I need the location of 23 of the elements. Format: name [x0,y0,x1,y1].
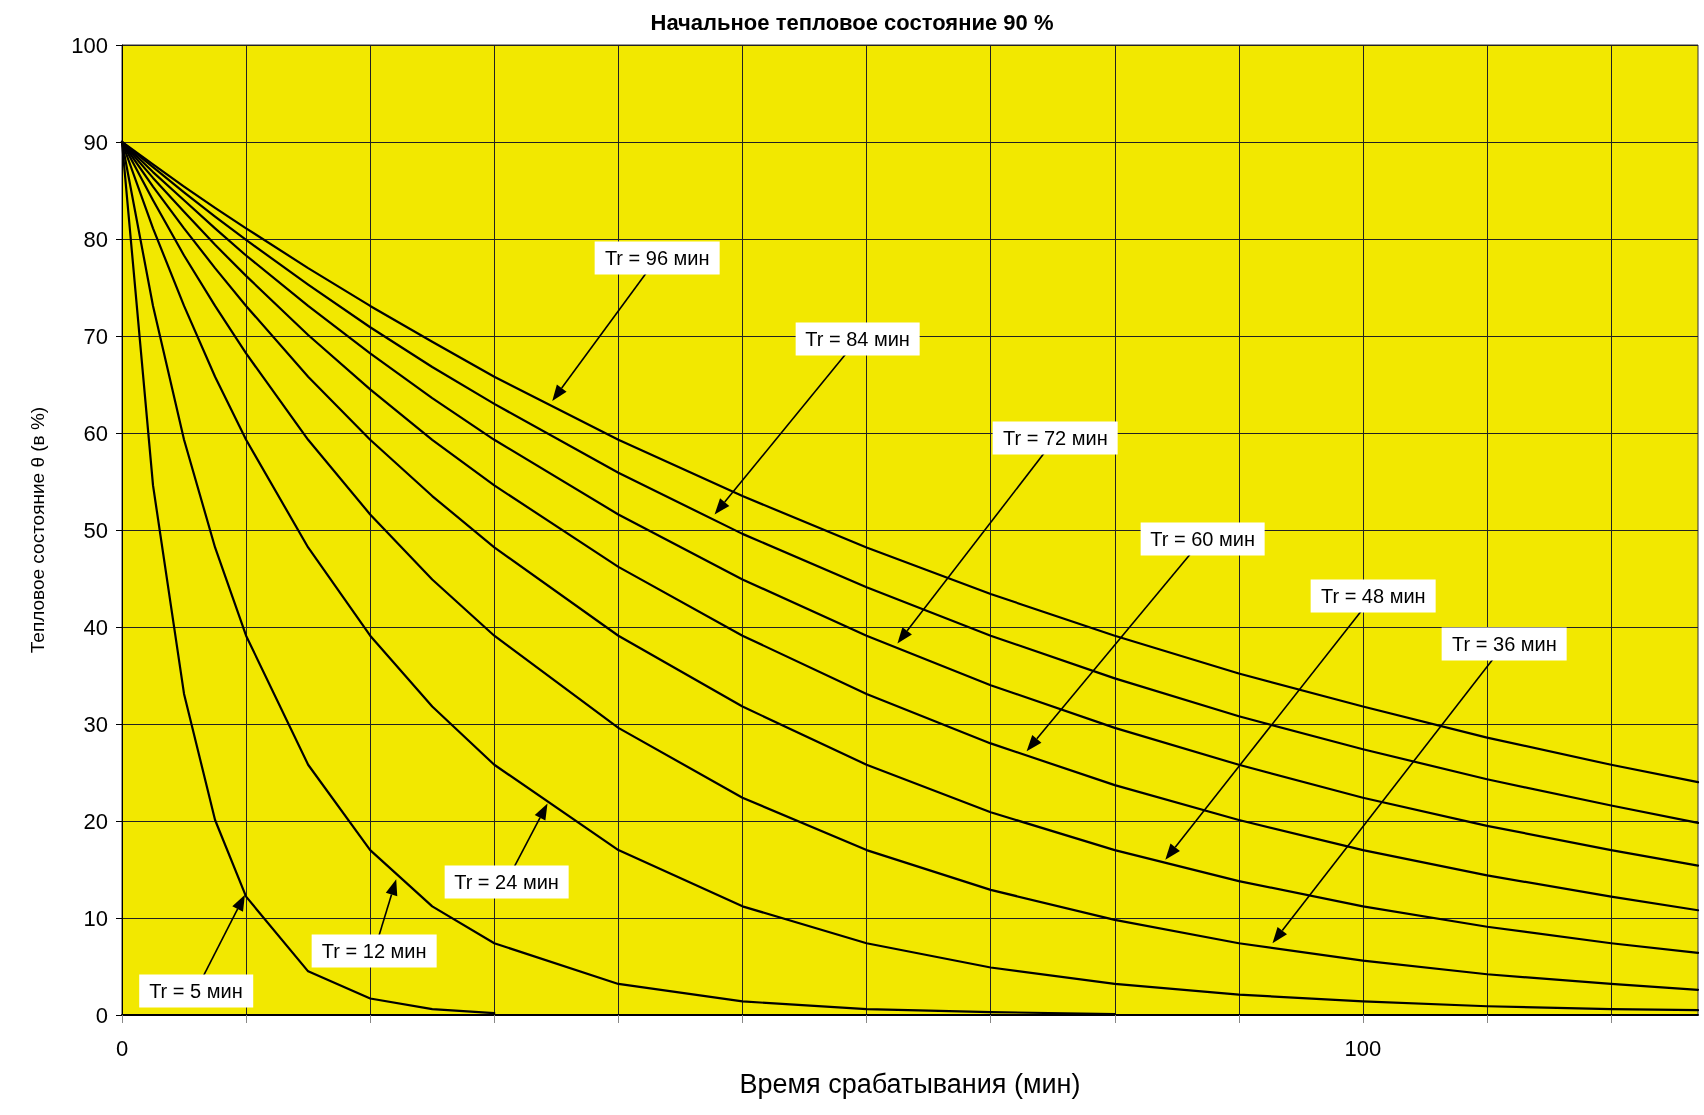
y-tick-label: 50 [83,517,108,543]
y-tick-label: 30 [83,711,108,737]
y-tick-label: 0 [95,1002,108,1028]
chart-title: Начальное тепловое состояние 90 % [650,9,1054,35]
y-tick-label: 80 [83,226,108,252]
y-tick-label: 70 [83,323,108,349]
y-axis-title: Тепловое состояние θ (в %) [27,406,48,654]
y-tick-label: 40 [83,614,108,640]
annotation: Tr = 36 мин [1442,627,1567,661]
y-tick-label: 100 [71,32,108,58]
y-tick-label: 20 [83,808,108,834]
x-axis-title: Время срабатывания (мин) [739,1068,1081,1099]
annotation: Tr = 12 мин [311,934,437,968]
y-tick-label: 90 [83,129,108,155]
annotation: Tr = 5 мин [139,974,253,1008]
annotation: Tr = 60 мин [1140,522,1265,556]
y-tick-label: 60 [83,420,108,446]
y-tick-label: 10 [83,905,108,931]
annotation: Tr = 72 мин [993,421,1118,455]
annotation: Tr = 84 мин [795,322,920,356]
annotation: Tr = 96 мин [594,241,720,275]
annotation: Tr = 24 мин [444,865,569,899]
annotation: Tr = 48 мин [1310,579,1436,613]
